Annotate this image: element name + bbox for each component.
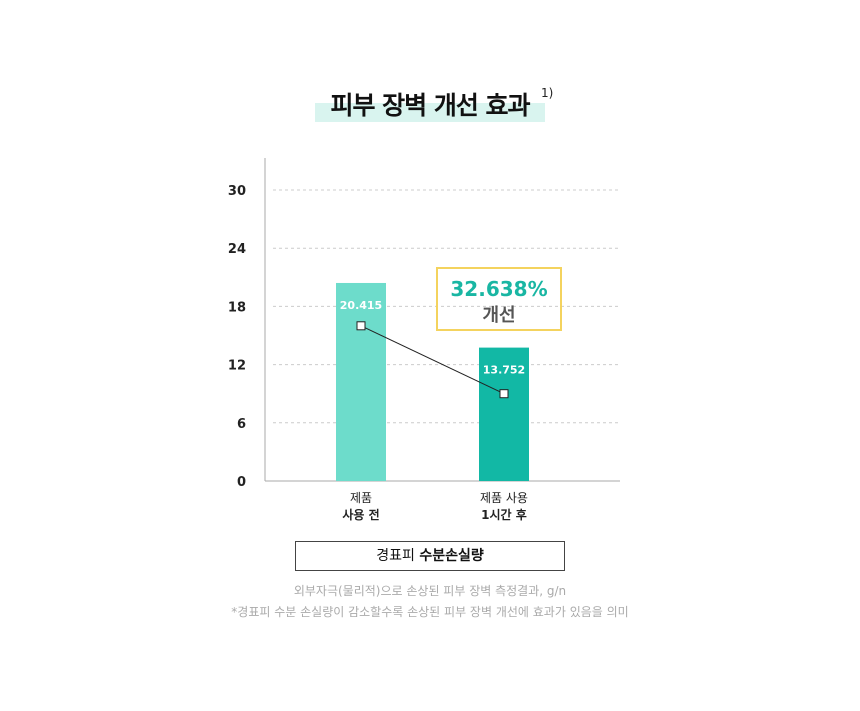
x-label-1-line1: 제품 사용 xyxy=(480,491,528,505)
x-label-1: 제품 사용 1시간 후 xyxy=(444,490,564,524)
trend-marker xyxy=(356,321,366,331)
y-tick-label: 12 xyxy=(228,359,246,374)
improvement-box: 32.638% 개선 xyxy=(436,267,562,331)
chart-title-block: 피부 장벽 개선 효과 xyxy=(315,84,545,124)
bar-value-label: 20.415 xyxy=(340,299,382,312)
title-highlight xyxy=(315,103,545,122)
footnote-mark: 1) xyxy=(541,86,554,100)
trend-marker xyxy=(499,389,509,399)
y-tick-label: 18 xyxy=(228,300,246,315)
y-tick-label: 30 xyxy=(228,184,246,199)
bar xyxy=(336,282,386,481)
y-tick-label: 0 xyxy=(237,475,246,490)
trend-line xyxy=(360,325,505,395)
improvement-percent: 32.638% xyxy=(450,277,548,301)
chart-title: 피부 장벽 개선 효과 xyxy=(330,91,530,120)
note-1: 외부자극(물리적)으로 손상된 피부 장벽 측정결과, g/n xyxy=(293,584,567,598)
legend-prefix: 경표피 xyxy=(376,548,415,564)
improvement-label: 개선 xyxy=(482,305,516,326)
y-tick-label: 24 xyxy=(228,242,246,257)
x-label-0-line2: 사용 전 xyxy=(342,508,380,522)
legend-main: 수분손실량 xyxy=(419,548,484,564)
y-tick-label: 6 xyxy=(237,417,246,432)
bar-value-label: 13.752 xyxy=(483,364,525,377)
bar xyxy=(479,347,529,481)
x-label-0: 제품 사용 전 xyxy=(301,490,421,524)
legend-box: 경표피 수분손실량 xyxy=(295,541,565,571)
x-label-0-line1: 제품 xyxy=(349,491,373,505)
x-label-1-line2: 1시간 후 xyxy=(481,508,527,522)
note-2: *경표피 수분 손실량이 감소할수록 손상된 피부 장벽 개선에 효과가 있음을… xyxy=(231,605,629,619)
